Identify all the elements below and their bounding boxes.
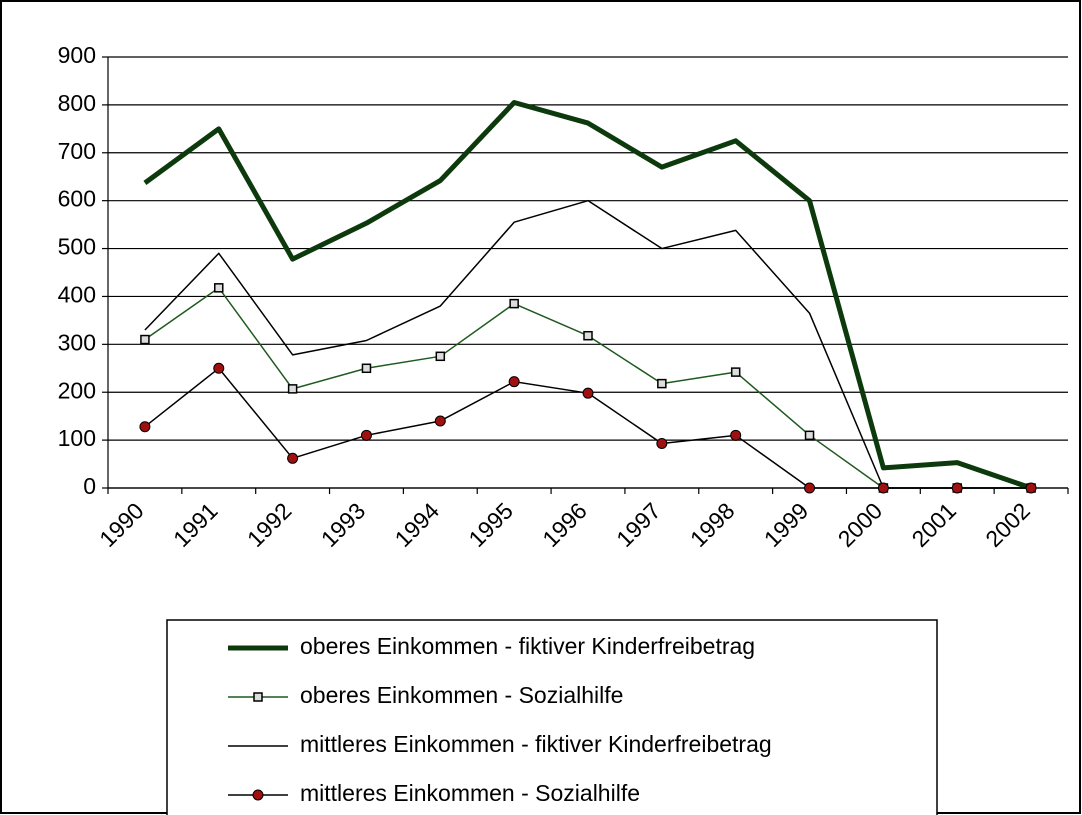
y-tick-label: 700 bbox=[58, 138, 96, 164]
marker bbox=[656, 437, 668, 449]
y-tick-label: 900 bbox=[58, 42, 96, 68]
legend-box bbox=[166, 619, 938, 815]
marker bbox=[509, 298, 519, 309]
y-tick-label: 800 bbox=[58, 90, 96, 116]
y-tick-label: 600 bbox=[58, 186, 96, 212]
marker bbox=[140, 334, 150, 345]
marker bbox=[657, 378, 667, 389]
marker bbox=[877, 482, 889, 494]
marker bbox=[214, 283, 224, 293]
marker bbox=[361, 363, 372, 374]
y-tick-label: 200 bbox=[58, 377, 96, 403]
marker bbox=[287, 384, 298, 394]
marker bbox=[213, 362, 225, 374]
series-line bbox=[143, 99, 1032, 491]
legend-label: oberes Einkommen - fiktiver Kinderfreibe… bbox=[300, 633, 755, 659]
y-tick-label: 500 bbox=[58, 234, 96, 260]
marker bbox=[435, 351, 446, 362]
legend-label: oberes Einkommen - Sozialhilfe bbox=[300, 682, 623, 708]
marker bbox=[508, 376, 520, 388]
marker bbox=[582, 387, 594, 399]
marker bbox=[583, 330, 593, 341]
marker bbox=[804, 430, 815, 441]
marker bbox=[730, 429, 742, 441]
marker bbox=[434, 415, 446, 427]
legend-label: mittleres Einkommen - fiktiver Kinderfre… bbox=[300, 731, 772, 757]
y-tick-label: 100 bbox=[58, 425, 96, 451]
marker bbox=[287, 452, 299, 464]
marker bbox=[804, 482, 816, 494]
marker bbox=[730, 367, 741, 377]
marker bbox=[1025, 482, 1037, 494]
legend-marker bbox=[253, 692, 263, 702]
y-tick-label: 0 bbox=[83, 473, 96, 499]
y-tick-label: 300 bbox=[58, 329, 96, 355]
marker bbox=[951, 482, 963, 494]
marker bbox=[139, 421, 151, 433]
y-tick-label: 400 bbox=[58, 282, 96, 308]
legend-label: mittleres Einkommen - Sozialhilfe bbox=[300, 780, 640, 806]
marker bbox=[360, 429, 372, 441]
legend-marker bbox=[252, 789, 264, 801]
